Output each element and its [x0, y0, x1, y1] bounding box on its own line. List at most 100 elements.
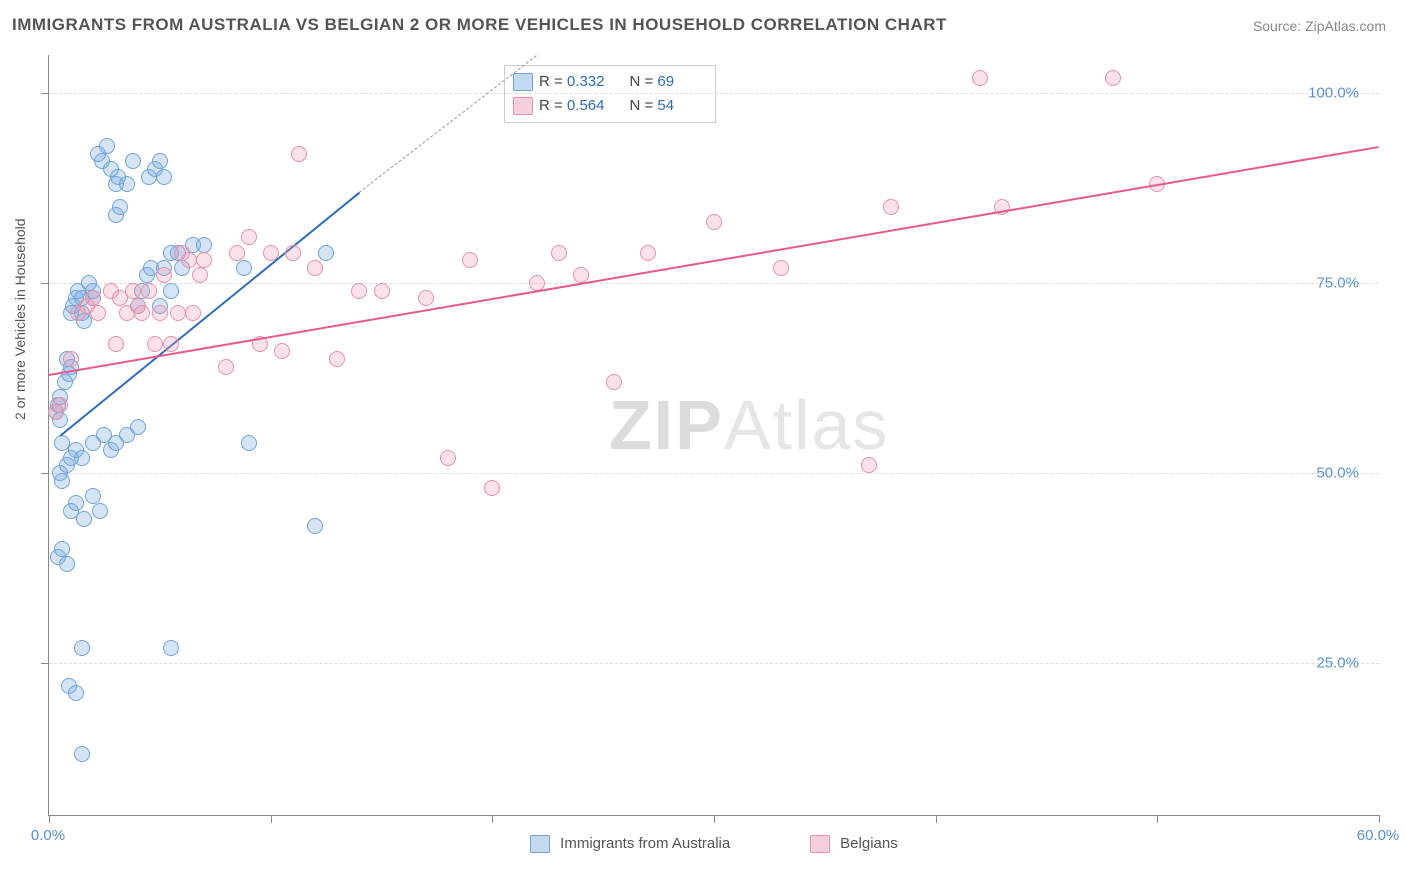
scatter-point: [706, 214, 722, 230]
scatter-point: [196, 237, 212, 253]
x-tick: [936, 815, 937, 823]
x-tick: [1379, 815, 1380, 823]
legend-label: Immigrants from Australia: [560, 835, 730, 852]
y-tick: [41, 283, 49, 284]
trend-line-dashed: [359, 55, 537, 193]
scatter-point: [85, 290, 101, 306]
source-label: Source: ZipAtlas.com: [1253, 18, 1386, 34]
scatter-point: [236, 260, 252, 276]
scatter-point: [192, 267, 208, 283]
gridline: [49, 93, 1379, 94]
x-tick: [492, 815, 493, 823]
y-tick: [41, 663, 49, 664]
scatter-point: [68, 495, 84, 511]
y-tick-label: 25.0%: [1316, 655, 1359, 672]
scatter-point: [54, 473, 70, 489]
x-tick-label: 60.0%: [1357, 827, 1400, 844]
watermark: ZIPAtlas: [609, 385, 890, 465]
scatter-point: [76, 511, 92, 527]
scatter-point: [119, 176, 135, 192]
scatter-point: [640, 245, 656, 261]
y-tick: [41, 473, 49, 474]
y-tick-label: 75.0%: [1316, 275, 1359, 292]
stat-row: R = 0.332 N = 69: [513, 70, 707, 94]
scatter-point: [85, 488, 101, 504]
scatter-point: [99, 138, 115, 154]
legend-swatch-icon: [530, 835, 550, 853]
scatter-point: [418, 290, 434, 306]
scatter-point: [462, 252, 478, 268]
y-axis-title: 2 or more Vehicles in Household: [12, 218, 28, 420]
chart-title: IMMIGRANTS FROM AUSTRALIA VS BELGIAN 2 O…: [12, 15, 947, 35]
y-tick-label: 50.0%: [1316, 465, 1359, 482]
scatter-point: [484, 480, 500, 496]
y-tick-label: 100.0%: [1308, 85, 1359, 102]
scatter-point: [307, 260, 323, 276]
scatter-point: [307, 518, 323, 534]
legend-label: Belgians: [840, 835, 898, 852]
scatter-point: [318, 245, 334, 261]
scatter-point: [152, 153, 168, 169]
legend-item-australia: Immigrants from Australia: [530, 835, 730, 853]
scatter-point: [861, 457, 877, 473]
y-tick: [41, 93, 49, 94]
scatter-point: [90, 305, 106, 321]
scatter-point: [181, 252, 197, 268]
scatter-point: [108, 336, 124, 352]
scatter-point: [163, 336, 179, 352]
scatter-point: [92, 503, 108, 519]
scatter-point: [883, 199, 899, 215]
scatter-point: [351, 283, 367, 299]
scatter-point: [152, 305, 168, 321]
scatter-point: [196, 252, 212, 268]
x-tick: [1157, 815, 1158, 823]
scatter-point: [218, 359, 234, 375]
scatter-point: [185, 305, 201, 321]
stat-swatch-icon: [513, 73, 533, 91]
x-tick: [714, 815, 715, 823]
scatter-point: [241, 435, 257, 451]
scatter-point: [125, 283, 141, 299]
scatter-point: [274, 343, 290, 359]
scatter-point: [163, 640, 179, 656]
stat-swatch-icon: [513, 97, 533, 115]
scatter-plot-area: ZIPAtlas R = 0.332 N = 69R = 0.564 N = 5…: [48, 55, 1379, 816]
scatter-point: [68, 685, 84, 701]
scatter-point: [63, 351, 79, 367]
scatter-point: [74, 746, 90, 762]
scatter-point: [147, 336, 163, 352]
gridline: [49, 473, 1379, 474]
scatter-point: [972, 70, 988, 86]
scatter-point: [606, 374, 622, 390]
gridline: [49, 663, 1379, 664]
scatter-point: [374, 283, 390, 299]
scatter-point: [134, 305, 150, 321]
scatter-point: [773, 260, 789, 276]
scatter-point: [263, 245, 279, 261]
scatter-point: [112, 199, 128, 215]
scatter-point: [74, 640, 90, 656]
scatter-point: [241, 229, 257, 245]
x-tick-label: 0.0%: [31, 827, 65, 844]
stat-row: R = 0.564 N = 54: [513, 94, 707, 118]
scatter-point: [163, 283, 179, 299]
correlation-stat-box: R = 0.332 N = 69R = 0.564 N = 54: [504, 65, 716, 123]
scatter-point: [130, 419, 146, 435]
scatter-point: [285, 245, 301, 261]
scatter-point: [329, 351, 345, 367]
scatter-point: [170, 305, 186, 321]
legend-item-belgians: Belgians: [810, 835, 898, 853]
legend-swatch-icon: [810, 835, 830, 853]
x-tick: [49, 815, 50, 823]
scatter-point: [291, 146, 307, 162]
scatter-point: [59, 556, 75, 572]
scatter-point: [156, 267, 172, 283]
scatter-point: [156, 169, 172, 185]
scatter-point: [229, 245, 245, 261]
x-tick: [271, 815, 272, 823]
scatter-point: [52, 397, 68, 413]
scatter-point: [551, 245, 567, 261]
scatter-point: [74, 450, 90, 466]
scatter-point: [1105, 70, 1121, 86]
scatter-point: [54, 541, 70, 557]
